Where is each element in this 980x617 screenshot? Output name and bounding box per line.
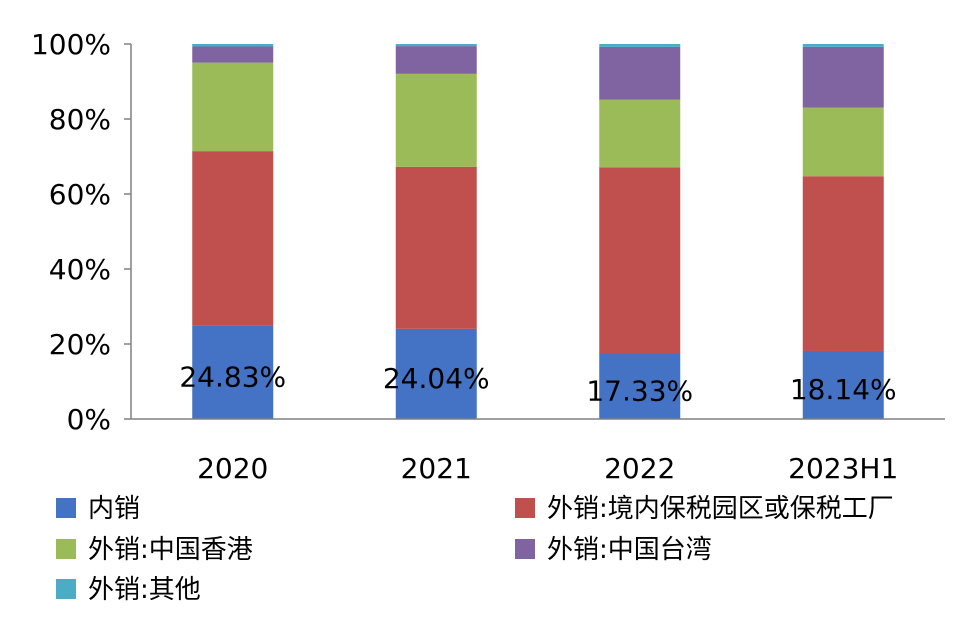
bar-segment-2020-s2 <box>192 62 274 152</box>
legend-label-s2: 外销:中国香港 <box>88 535 253 565</box>
bar-segment-2021-s1 <box>395 166 477 329</box>
bar-segment-2020-s1 <box>192 151 274 326</box>
legend-swatch-s2 <box>56 539 76 559</box>
data-label-2021: 24.04% <box>383 362 490 395</box>
bar-segment-2023H1-s1 <box>802 176 884 351</box>
x-tick-label: 2023H1 <box>788 452 898 485</box>
bar-segment-2021-s3 <box>395 46 477 74</box>
y-tick-label: 0% <box>67 403 111 436</box>
legend-label-s4: 外销:其他 <box>88 575 201 605</box>
legend-swatch-s4 <box>56 579 76 599</box>
y-axis: 0% 20% 40% 60% 80% 100% <box>31 28 132 436</box>
y-tick-label: 60% <box>49 178 111 211</box>
bar-segment-2023H1-s0 <box>802 350 884 419</box>
legend-swatch-s0 <box>56 498 76 518</box>
legend-label-s3: 外销:中国台湾 <box>547 535 712 565</box>
bar-segment-2022-s3 <box>599 46 681 100</box>
y-tick-label: 80% <box>49 103 111 136</box>
bars <box>192 44 884 419</box>
bar-segment-2020-s4 <box>192 44 274 47</box>
y-tick-label: 100% <box>31 28 111 61</box>
legend-label-s1: 外销:境内保税园区或保税工厂 <box>547 494 894 524</box>
bar-segment-2022-s1 <box>599 167 681 355</box>
bar-segment-2021-s0 <box>395 328 477 419</box>
legend-label-s0: 内销 <box>88 494 140 524</box>
y-tick-label: 20% <box>49 328 111 361</box>
x-tick-label: 2020 <box>197 452 268 485</box>
bar-segment-2020-s3 <box>192 46 274 63</box>
data-labels: 24.83% 24.04% 17.33% 18.14% <box>179 360 896 407</box>
bar-segment-2022-s2 <box>599 99 681 168</box>
x-axis: 2020 2021 2022 2023H1 <box>131 418 945 485</box>
data-label-2022: 17.33% <box>586 375 693 408</box>
legend-swatch-s1 <box>515 498 535 518</box>
x-tick-label: 2021 <box>401 452 472 485</box>
legend-swatch-s3 <box>515 539 535 559</box>
data-label-2023H1: 18.14% <box>790 373 897 406</box>
bar-segment-2023H1-s4 <box>802 44 884 47</box>
y-tick-label: 40% <box>49 253 111 286</box>
bar-segment-2022-s4 <box>599 44 681 47</box>
bar-segment-2021-s4 <box>395 44 477 47</box>
bar-segment-2021-s2 <box>395 73 477 167</box>
bar-segment-2023H1-s3 <box>802 46 884 108</box>
bar-segment-2020-s0 <box>192 325 274 419</box>
bar-segment-2023H1-s2 <box>802 107 884 177</box>
x-tick-label: 2022 <box>604 452 675 485</box>
bar-segment-2022-s0 <box>599 354 681 419</box>
data-label-2020: 24.83% <box>179 360 286 393</box>
